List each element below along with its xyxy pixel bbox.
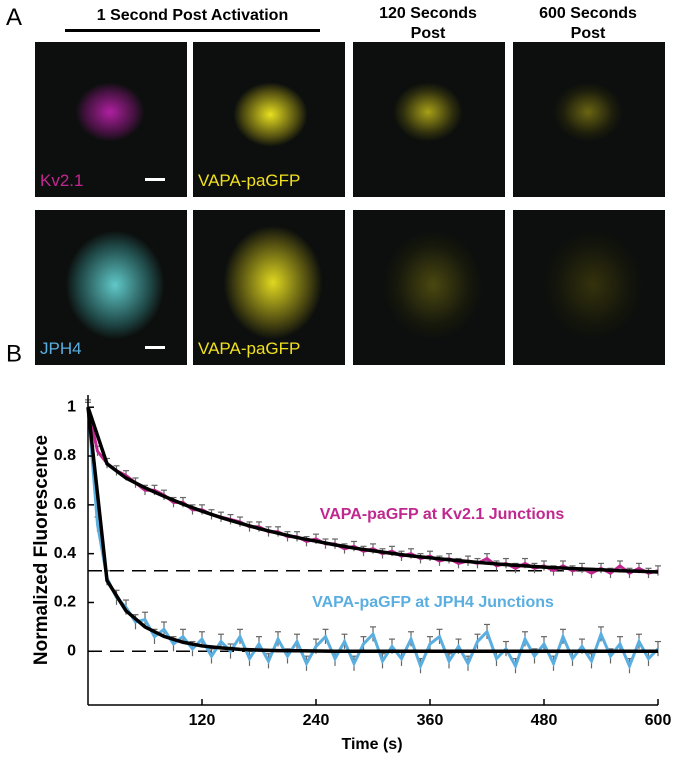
y-tick-label: 1 [67,398,76,415]
fit-curve [86,407,658,654]
x-tick-label: 360 [417,712,444,729]
y-tick-label: 0.6 [54,496,76,513]
x-tick-label: 240 [303,712,330,729]
micrograph [353,210,505,365]
micrograph: JPH4 [35,210,187,365]
micrograph: VAPA-paGFP [193,42,345,197]
image-label: VAPA-paGFP [198,171,301,190]
micrograph: VAPA-paGFP [193,210,345,365]
data-line [86,407,660,671]
column-header: 1 Second Post Activation [96,7,289,24]
image-label: Kv2.1 [40,171,84,190]
micrograph [513,42,665,197]
image-label: VAPA-paGFP [198,339,301,358]
micrograph [353,42,505,197]
series-label: VAPA-paGFP at Kv2.1 Junctions [320,506,565,523]
column-header: 120 Seconds Post [379,5,477,42]
series-label: VAPA-paGFP at JPH4 Junctions [312,594,554,611]
column-header: 600 Seconds Post [539,5,637,42]
x-tick-label: 600 [645,712,672,729]
fit-curve [86,406,659,574]
scale-bar [145,346,165,349]
y-tick-label: 0.8 [54,447,76,464]
data-line [86,406,659,575]
scale-bar [145,178,165,181]
header-rule [65,29,320,32]
y-tick-label: 0.4 [54,545,76,562]
x-tick-label: 120 [189,712,216,729]
x-axis-label: Time (s) [341,736,402,753]
panel-label: A [6,4,23,31]
y-axis-label: Normalized Fluorescence [31,435,52,665]
y-tick-label: 0 [67,643,76,660]
y-tick-label: 0.2 [54,594,76,611]
x-tick-label: 480 [531,712,558,729]
micrograph: Kv2.1 [35,42,187,197]
panel-label: B [6,340,22,367]
image-label: JPH4 [40,339,82,358]
micrograph [513,210,665,365]
